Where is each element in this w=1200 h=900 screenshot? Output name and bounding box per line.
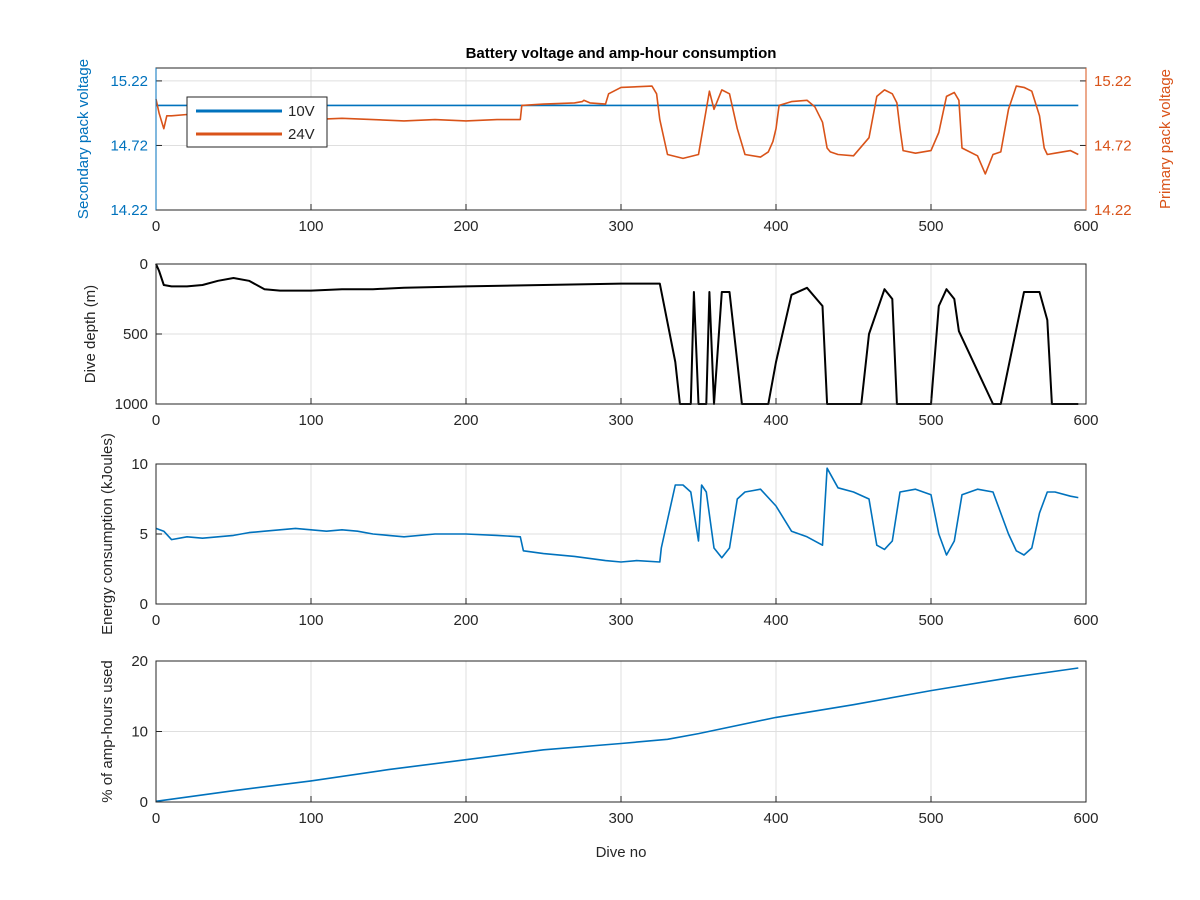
x-tick-label: 400	[763, 810, 788, 827]
x-tick-label: 300	[608, 218, 633, 235]
series-line-24v	[155, 85, 1079, 175]
subplot-4: 0 100 200 300 400 500 600 0 10 20 % of amp-hours u…	[99, 653, 1099, 861]
y-tick-label: 10	[131, 724, 148, 741]
x-tick-label: 200	[453, 218, 478, 235]
x-tick-label: 600	[1073, 412, 1098, 429]
y-tick-label: 20	[131, 653, 148, 670]
y-tick-label: 0	[140, 794, 148, 811]
y-tick-label: 0	[140, 596, 148, 613]
legend-label-24v: 24V	[288, 126, 315, 143]
x-tick-label: 0	[152, 612, 160, 629]
x-tick-label: 0	[152, 218, 160, 235]
y-tick-label: 1000	[115, 396, 148, 413]
right-y-axis-label: Primary pack voltage	[1157, 69, 1174, 209]
x-tick-label: 100	[298, 810, 323, 827]
x-tick-label: 0	[152, 412, 160, 429]
x-tick-label: 500	[918, 810, 943, 827]
x-tick-label: 300	[608, 612, 633, 629]
series-line-4-1	[155, 667, 1079, 803]
right-y-tick-label: 15.22	[1094, 73, 1132, 90]
left-y-tick-label: 14.22	[110, 202, 148, 219]
y-tick-label: 0	[140, 256, 148, 273]
x-tick-label: 500	[918, 612, 943, 629]
legend-label-10v: 10V	[288, 103, 315, 120]
series-line-3-1	[155, 467, 1079, 563]
y-axis-label: % of amp-hours used	[99, 660, 116, 803]
x-tick-label: 100	[298, 412, 323, 429]
x-tick-label: 400	[763, 412, 788, 429]
x-tick-label: 200	[453, 612, 478, 629]
x-tick-label: 300	[608, 810, 633, 827]
y-axis-label: Energy consumption (kJoules)	[99, 433, 116, 635]
left-y-axis-label: Secondary pack voltage	[75, 59, 92, 219]
x-tick-label: 100	[298, 218, 323, 235]
x-tick-label: 600	[1073, 810, 1098, 827]
subplot-3: 0 100 200 300 400 500 600 0 5 10 Energy consumptio…	[99, 433, 1099, 635]
y-tick-label: 5	[140, 526, 148, 543]
y-tick-label: 10	[131, 456, 148, 473]
y-tick-label: 500	[123, 326, 148, 343]
chart-title: Battery voltage and amp-hour consumption	[466, 45, 777, 62]
left-y-tick-label: 15.22	[110, 73, 148, 90]
x-tick-label: 200	[453, 810, 478, 827]
subplot-1: 0 100 200 300 400 500 60014.2214.7215.2214.221…	[75, 45, 1174, 235]
right-y-tick-label: 14.72	[1094, 137, 1132, 154]
legend-box	[186, 96, 328, 148]
x-tick-label: 0	[152, 810, 160, 827]
x-tick-label: 500	[918, 218, 943, 235]
x-tick-label: 100	[298, 612, 323, 629]
left-y-tick-label: 14.72	[110, 137, 148, 154]
subplot-2: 0 100 200 300 400 500 600 0 500 1000 Dive depth (m…	[82, 256, 1099, 429]
x-tick-label: 600	[1073, 612, 1098, 629]
x-tick-label: 500	[918, 412, 943, 429]
x-tick-label: 400	[763, 218, 788, 235]
x-tick-label: 600	[1073, 218, 1098, 235]
x-axis-label: Dive no	[596, 844, 647, 861]
y-axis-label: Dive depth (m)	[82, 285, 99, 383]
series-line-2-1	[155, 263, 1079, 405]
x-tick-label: 400	[763, 612, 788, 629]
x-tick-label: 300	[608, 412, 633, 429]
x-tick-label: 200	[453, 412, 478, 429]
right-y-tick-label: 14.22	[1094, 202, 1132, 219]
